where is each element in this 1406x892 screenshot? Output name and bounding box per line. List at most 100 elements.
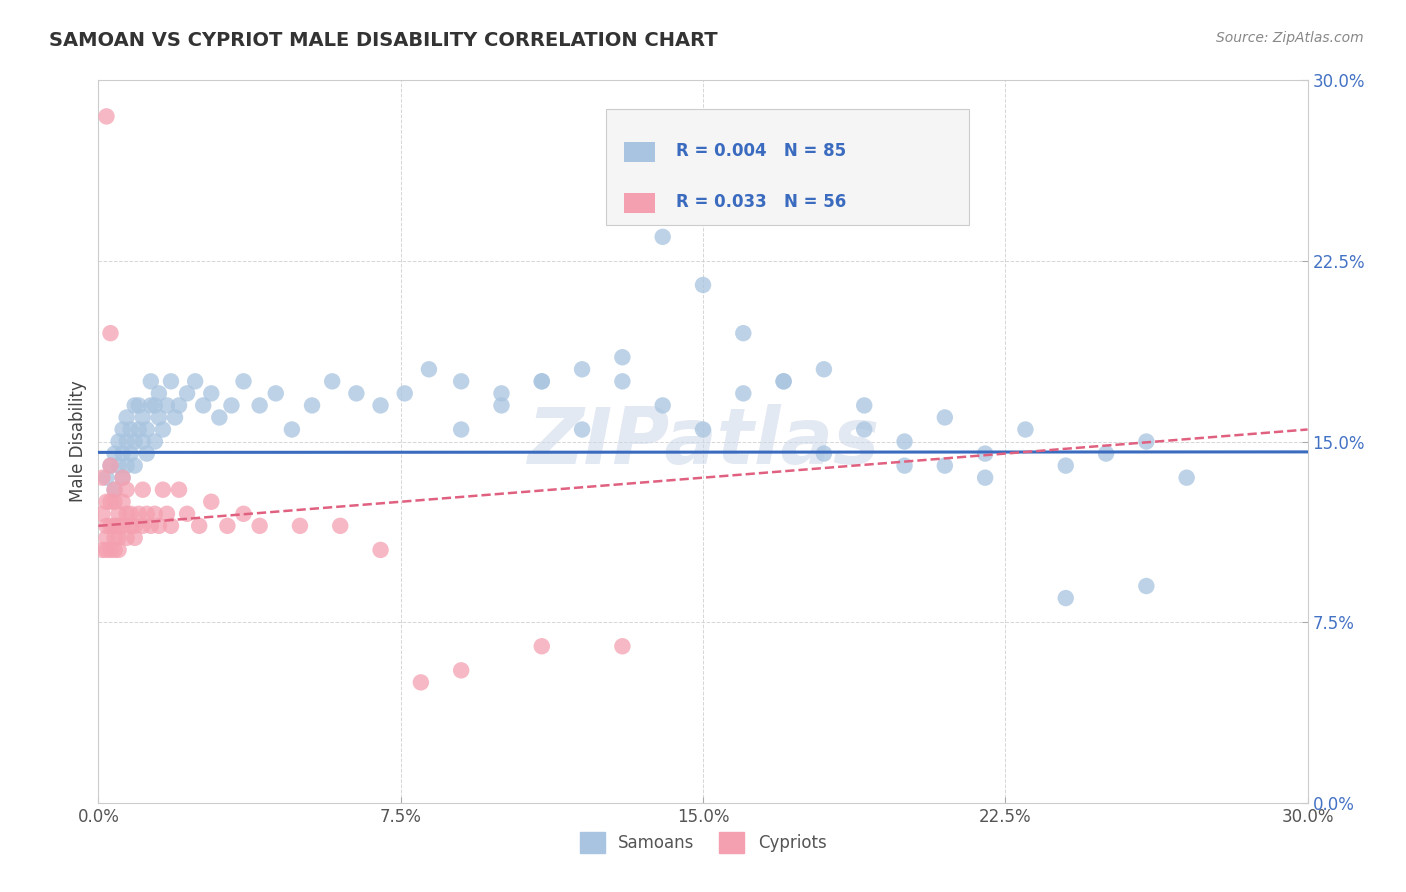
Point bbox=[91, 507, 114, 521]
Text: ZIPatlas: ZIPatlas bbox=[527, 403, 879, 480]
Point bbox=[370, 398, 392, 412]
Point bbox=[103, 494, 125, 508]
Point bbox=[124, 398, 146, 412]
Text: R = 0.004   N = 85: R = 0.004 N = 85 bbox=[676, 142, 846, 160]
Point bbox=[103, 483, 125, 497]
Point bbox=[651, 230, 673, 244]
Point bbox=[733, 326, 755, 340]
Point bbox=[103, 531, 125, 545]
Point bbox=[530, 374, 553, 388]
Point bbox=[111, 470, 134, 484]
Point bbox=[96, 109, 118, 123]
Point bbox=[100, 458, 122, 473]
Point bbox=[128, 398, 150, 412]
Point bbox=[651, 398, 673, 412]
Point bbox=[124, 531, 146, 545]
Point bbox=[100, 518, 122, 533]
Point bbox=[96, 531, 118, 545]
Point bbox=[128, 422, 150, 436]
Point bbox=[612, 639, 634, 653]
Point bbox=[91, 470, 114, 484]
Point bbox=[409, 675, 432, 690]
Point bbox=[96, 494, 118, 508]
Point bbox=[232, 374, 254, 388]
Point bbox=[160, 374, 183, 388]
Point bbox=[1135, 579, 1157, 593]
Point bbox=[111, 470, 134, 484]
Point bbox=[107, 458, 129, 473]
Point bbox=[813, 446, 835, 460]
Point bbox=[692, 422, 714, 436]
Point bbox=[394, 386, 416, 401]
Point bbox=[107, 507, 129, 521]
Point bbox=[974, 470, 997, 484]
Point bbox=[135, 422, 157, 436]
Point bbox=[160, 518, 183, 533]
Point bbox=[103, 483, 125, 497]
Point bbox=[111, 422, 134, 436]
Point bbox=[264, 386, 287, 401]
Point bbox=[103, 518, 125, 533]
Point bbox=[96, 542, 118, 557]
Point bbox=[132, 518, 155, 533]
Point bbox=[813, 362, 835, 376]
Point bbox=[301, 398, 323, 412]
Point bbox=[1095, 446, 1118, 460]
Point bbox=[100, 542, 122, 557]
Point bbox=[120, 518, 142, 533]
Point bbox=[128, 507, 150, 521]
Point bbox=[217, 518, 239, 533]
Point bbox=[152, 483, 174, 497]
Point bbox=[156, 507, 179, 521]
Point bbox=[1054, 458, 1077, 473]
Point bbox=[107, 542, 129, 557]
Point bbox=[321, 374, 343, 388]
Point bbox=[344, 386, 367, 401]
Point bbox=[530, 639, 553, 653]
Point bbox=[139, 518, 162, 533]
Point bbox=[934, 458, 956, 473]
Point bbox=[91, 542, 114, 557]
Point bbox=[249, 518, 271, 533]
Point bbox=[111, 518, 134, 533]
FancyBboxPatch shape bbox=[606, 109, 969, 225]
Point bbox=[103, 542, 125, 557]
Point bbox=[288, 518, 311, 533]
Point bbox=[200, 494, 222, 508]
Point bbox=[893, 434, 915, 449]
Point bbox=[450, 374, 472, 388]
Point bbox=[530, 374, 553, 388]
Point bbox=[249, 398, 271, 412]
Point bbox=[281, 422, 304, 436]
Point bbox=[1135, 434, 1157, 449]
Text: Source: ZipAtlas.com: Source: ZipAtlas.com bbox=[1216, 31, 1364, 45]
Point bbox=[418, 362, 440, 376]
Point bbox=[450, 422, 472, 436]
Point bbox=[124, 434, 146, 449]
Point bbox=[156, 398, 179, 412]
Point bbox=[103, 446, 125, 460]
Point bbox=[188, 518, 211, 533]
Point bbox=[176, 507, 198, 521]
Point bbox=[893, 458, 915, 473]
Point bbox=[193, 398, 215, 412]
Y-axis label: Male Disability: Male Disability bbox=[69, 381, 87, 502]
Point bbox=[100, 458, 122, 473]
Point bbox=[148, 410, 170, 425]
Point bbox=[772, 374, 794, 388]
Point bbox=[115, 434, 138, 449]
Point bbox=[221, 398, 243, 412]
Point bbox=[772, 374, 794, 388]
Point bbox=[152, 422, 174, 436]
Point bbox=[115, 531, 138, 545]
Point bbox=[120, 507, 142, 521]
Point bbox=[200, 386, 222, 401]
Point bbox=[692, 277, 714, 292]
Point bbox=[115, 458, 138, 473]
Point bbox=[139, 374, 162, 388]
Legend: Samoans, Cypriots: Samoans, Cypriots bbox=[572, 826, 834, 860]
Point bbox=[135, 446, 157, 460]
Point bbox=[853, 398, 876, 412]
Point bbox=[107, 434, 129, 449]
Point bbox=[120, 422, 142, 436]
